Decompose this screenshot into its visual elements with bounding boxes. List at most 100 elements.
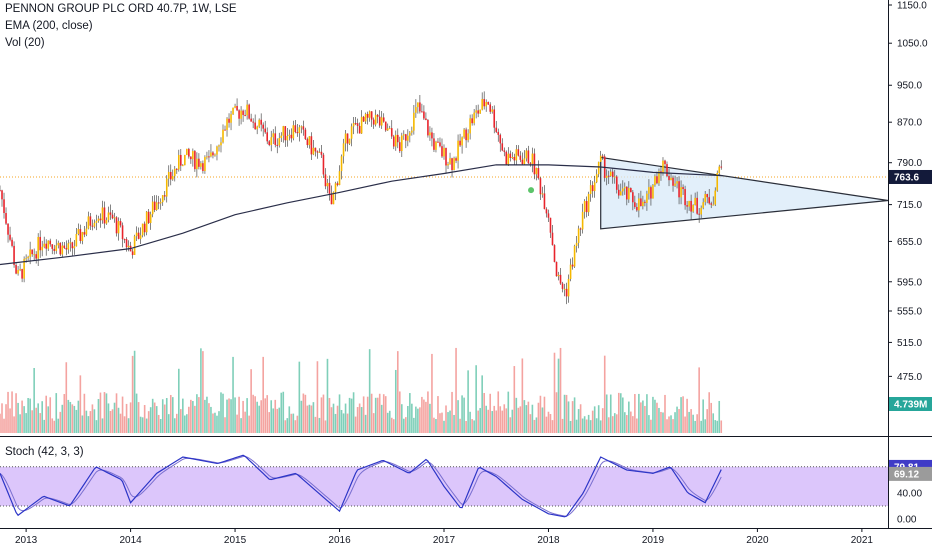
candle — [51, 244, 54, 249]
volume-bar — [529, 414, 532, 433]
candle — [533, 153, 536, 175]
volume-bar — [9, 408, 11, 433]
candle — [364, 113, 367, 122]
candle — [113, 217, 116, 219]
price-axis-panel — [888, 0, 932, 550]
volume-bar — [563, 394, 566, 433]
candle — [23, 259, 25, 279]
volume-bar — [135, 393, 138, 433]
volume-bar — [117, 407, 120, 433]
candle — [617, 189, 620, 196]
candle — [531, 153, 534, 164]
candle — [700, 207, 702, 215]
volume-bar — [571, 401, 574, 433]
candle — [69, 242, 72, 244]
volume-bar — [366, 396, 369, 433]
candle — [541, 193, 544, 195]
volume-bar — [656, 402, 658, 433]
volume-bar — [3, 418, 5, 433]
volume-bar — [149, 407, 152, 433]
candle — [242, 110, 244, 115]
candle — [561, 283, 564, 289]
volume-bar — [107, 403, 110, 433]
volume-bar — [362, 396, 365, 433]
candle — [95, 220, 98, 223]
volume-bar — [417, 408, 419, 433]
volume-bar — [304, 394, 307, 433]
volume-bar — [469, 411, 471, 433]
volume-bar — [489, 393, 492, 433]
volume-bar — [483, 392, 485, 433]
candle — [698, 213, 700, 215]
candle — [0, 190, 1, 192]
candle — [276, 144, 279, 146]
volume-bar — [376, 397, 379, 433]
volume-bar — [624, 412, 626, 433]
candle — [449, 158, 451, 164]
price-tick-label: 515.0 — [897, 338, 922, 349]
candle — [119, 221, 122, 226]
candle — [284, 126, 287, 141]
volume-bar — [49, 397, 52, 433]
volume-bar — [153, 402, 156, 433]
volume-bar — [595, 418, 598, 433]
volume-bar — [509, 417, 512, 433]
volume-bar — [678, 409, 680, 433]
candle — [330, 193, 333, 205]
candle — [121, 225, 124, 240]
volume-bar — [523, 400, 526, 433]
candle — [549, 217, 552, 233]
volume-bar — [459, 418, 461, 433]
candle — [49, 240, 52, 245]
volume-bar — [455, 347, 457, 433]
candle — [591, 185, 594, 192]
volume-bar — [421, 396, 423, 433]
candle — [220, 142, 222, 146]
volume-bar — [467, 370, 469, 433]
candle — [595, 174, 598, 183]
volume-bar — [674, 412, 676, 433]
volume-bar — [228, 398, 230, 433]
candle — [471, 118, 473, 124]
volume-bar — [451, 391, 453, 433]
price-tick-label: 715.0 — [897, 200, 922, 211]
candle — [338, 171, 341, 186]
volume-bar — [555, 392, 558, 433]
candle — [155, 202, 158, 211]
candle — [392, 136, 395, 147]
volume-bar — [569, 420, 572, 433]
candle — [149, 214, 152, 224]
volume-bar — [360, 407, 363, 433]
volume-bar — [415, 406, 417, 433]
price-tick-label: 790.0 — [897, 158, 922, 169]
volume-bar — [21, 400, 23, 433]
volume-bar — [260, 400, 262, 433]
candle — [186, 148, 188, 155]
volume-bar — [439, 413, 441, 433]
candle — [378, 116, 381, 126]
volume-bar — [53, 420, 56, 433]
candle — [212, 152, 214, 156]
candle — [77, 229, 80, 235]
volume-bar — [368, 349, 371, 433]
volume-bar — [25, 413, 27, 433]
candle — [597, 161, 600, 175]
candle — [33, 254, 35, 256]
candle — [236, 105, 238, 111]
candle — [445, 147, 447, 166]
volume-bar — [583, 416, 586, 433]
volume-bar — [204, 399, 206, 433]
volume-bar — [619, 393, 622, 433]
candle — [59, 242, 62, 255]
volume-bar — [702, 399, 704, 433]
candle — [587, 193, 590, 213]
candle — [459, 140, 461, 146]
volume-bar — [298, 361, 301, 433]
volume-bar — [155, 406, 158, 433]
volume-bar — [202, 351, 204, 433]
volume-bar — [212, 413, 214, 433]
volume-bar — [539, 395, 542, 433]
candle — [5, 213, 7, 224]
candle — [461, 137, 463, 146]
